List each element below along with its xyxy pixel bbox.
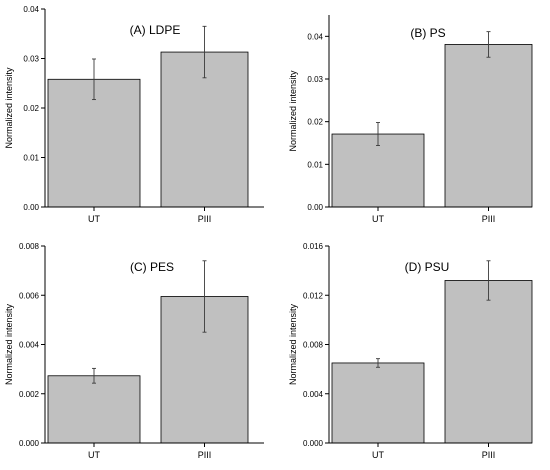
y-axis-label: Normalized intensity <box>288 70 298 152</box>
y-axis-label: Normalized intensity <box>4 67 14 149</box>
axes <box>328 15 532 208</box>
y-tick-label: 0.02 <box>23 104 39 113</box>
x-tick-label: PIII <box>198 214 212 224</box>
x-tick-label: UT <box>372 214 384 224</box>
y-tick-label: 0.006 <box>19 291 40 300</box>
error-bar-ut <box>376 122 380 147</box>
error-bar-piii <box>486 31 491 58</box>
x-tick-label: UT <box>88 450 100 460</box>
bar-ut <box>331 362 425 444</box>
x-tick-label: UT <box>88 214 100 224</box>
error-bar-ut <box>92 58 96 101</box>
y-tick-label: 0.01 <box>23 154 39 163</box>
chart-title: (A) LDPE <box>130 23 181 37</box>
x-tick-label: PIII <box>482 450 496 460</box>
y-axis-label: Normalized intensity <box>288 303 298 385</box>
error-bar-piii <box>202 260 207 333</box>
bar-piii <box>444 280 533 444</box>
y-tick-label: 0.04 <box>307 32 323 41</box>
chart-title: (D) PSU <box>405 260 450 274</box>
y-tick-label: 0.008 <box>19 242 40 251</box>
chart-panel-1: 0.00 0.01 0.02 0.03 0.04 UT PIII Normalized int… <box>4 5 264 224</box>
y-tick-label: 0.012 <box>303 291 324 300</box>
bar-ut <box>47 375 141 444</box>
y-tick-label: 0.008 <box>303 341 324 350</box>
y-tick-label: 0.00 <box>307 203 323 212</box>
chart-panel-3: 0.000 0.002 0.004 0.006 0.008 UT PIII Normalize… <box>4 242 264 460</box>
y-tick-label: 0.02 <box>307 118 323 127</box>
y-tick-label: 0.016 <box>303 242 324 251</box>
chart-title: (B) PS <box>410 26 445 40</box>
error-bar-piii <box>202 25 207 79</box>
y-axis-label: Normalized intensity <box>4 303 14 385</box>
y-tick-label: 0.03 <box>23 55 39 64</box>
y-tick-label: 0.004 <box>303 390 324 399</box>
y-tick-label: 0.04 <box>23 5 39 14</box>
chart-panel-4: 0.000 0.004 0.008 0.012 0.016 UT PIII Normalize… <box>288 242 533 460</box>
error-bar-ut <box>376 358 380 368</box>
bar-ut <box>47 78 141 208</box>
y-tick-label: 0.000 <box>19 439 40 448</box>
error-bar-ut <box>92 367 96 384</box>
chart-title: (C) PES <box>130 260 174 274</box>
bar-piii <box>444 44 533 208</box>
y-tick-label: 0.01 <box>307 160 323 169</box>
chart-panel-2: 0.00 0.01 0.02 0.03 0.04 UT PIII Normalized int… <box>288 15 533 224</box>
x-tick-label: PIII <box>198 450 212 460</box>
error-bar-piii <box>486 260 491 301</box>
y-tick-label: 0.002 <box>19 390 40 399</box>
x-tick-label: UT <box>372 450 384 460</box>
y-tick-label: 0.03 <box>307 75 323 84</box>
y-tick-label: 0.000 <box>303 439 324 448</box>
x-tick-label: PIII <box>482 214 496 224</box>
bar-ut <box>331 133 425 208</box>
y-tick-label: 0.00 <box>23 203 39 212</box>
y-tick-label: 0.004 <box>19 341 40 350</box>
